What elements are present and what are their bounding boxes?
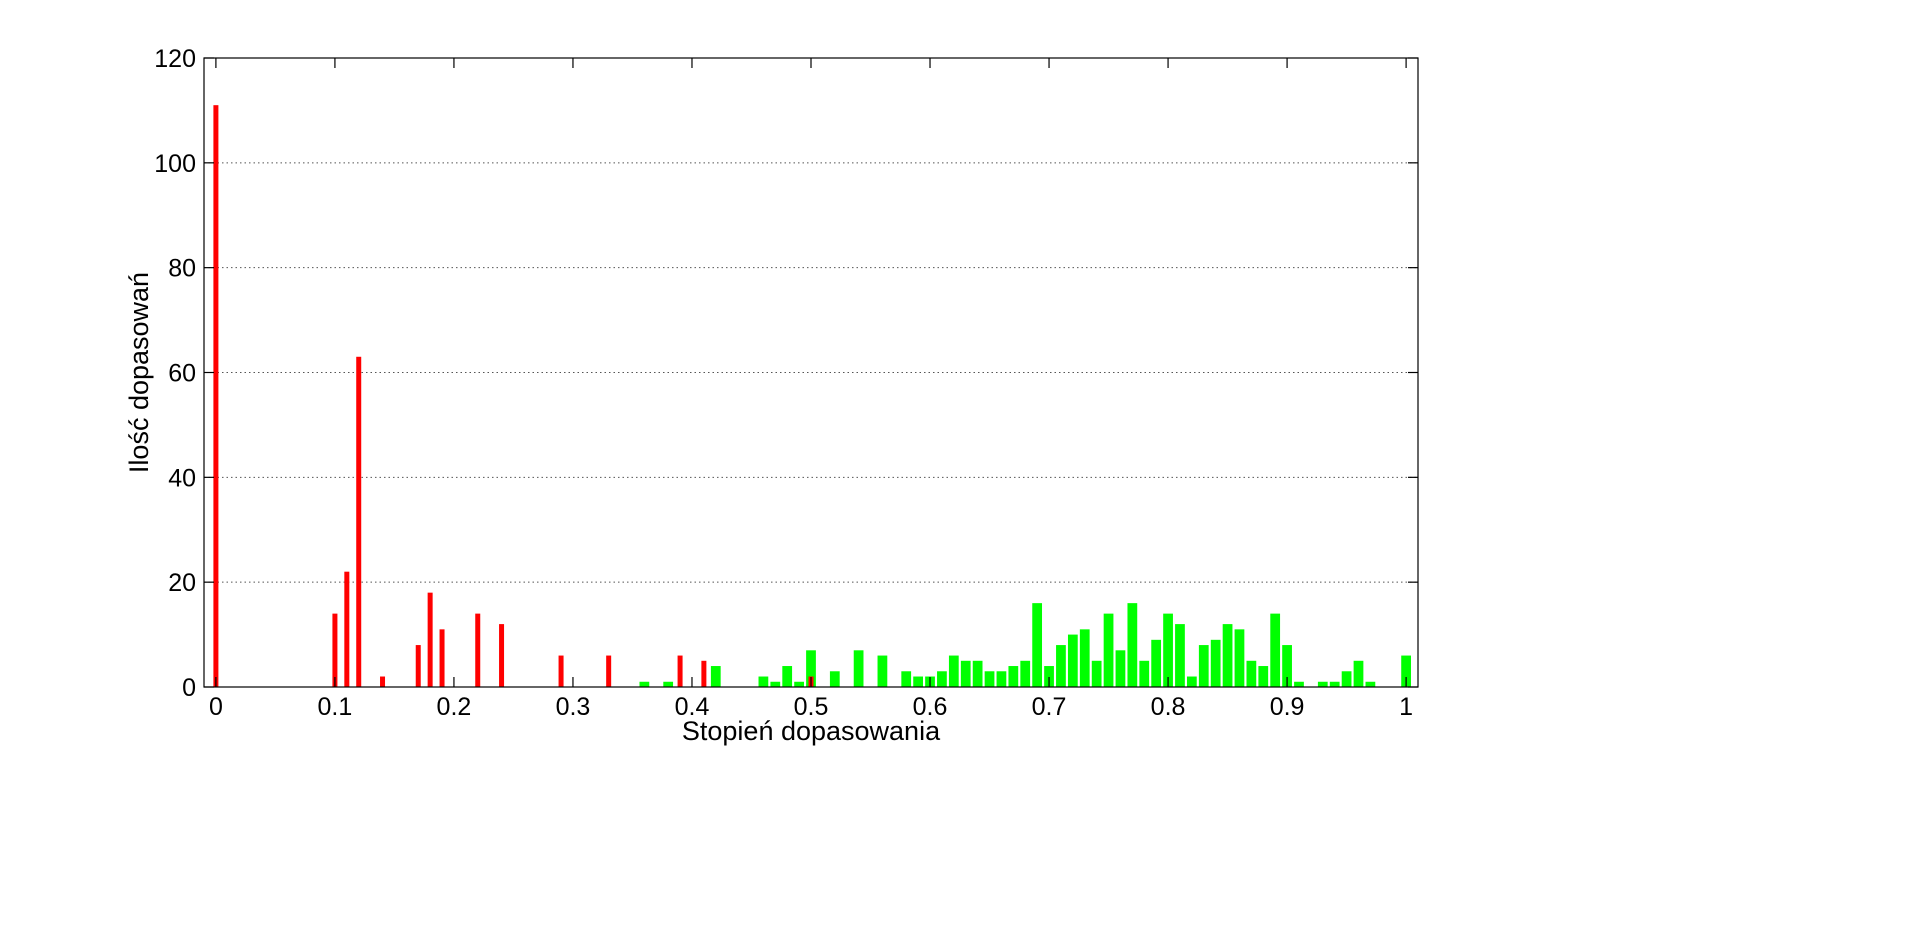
x-tick-label: 0.3 bbox=[556, 693, 591, 721]
green-bar bbox=[1032, 603, 1043, 687]
red-bar bbox=[415, 645, 421, 687]
green-bar bbox=[1317, 681, 1328, 687]
green-bar bbox=[1258, 666, 1269, 687]
green-bar bbox=[1127, 603, 1138, 687]
green-bar bbox=[1151, 639, 1162, 687]
green-bar bbox=[948, 655, 959, 687]
red-bar bbox=[332, 613, 338, 687]
y-tick-label: 120 bbox=[154, 45, 196, 73]
green-bar bbox=[1091, 660, 1102, 687]
green-bar bbox=[1067, 634, 1078, 687]
green-bar bbox=[1175, 624, 1185, 687]
red-bar bbox=[213, 105, 219, 688]
green-bar bbox=[1186, 676, 1197, 687]
x-tick-label: 0.2 bbox=[437, 693, 472, 721]
red-bar bbox=[475, 613, 481, 687]
red-bar bbox=[558, 655, 564, 687]
green-bar bbox=[1401, 655, 1411, 687]
green-bar bbox=[1103, 613, 1114, 687]
y-tick-label: 20 bbox=[168, 569, 196, 597]
green-bar bbox=[1210, 639, 1221, 687]
green-bar bbox=[996, 671, 1007, 687]
green-bar bbox=[1282, 645, 1292, 687]
axis-ticks bbox=[204, 57, 1418, 688]
x-tick-label: 0.8 bbox=[1151, 693, 1186, 721]
green-bar bbox=[829, 671, 840, 687]
green-bar bbox=[1044, 666, 1054, 687]
green-bar bbox=[1270, 613, 1281, 687]
red-bar bbox=[606, 655, 612, 687]
red-bar bbox=[427, 592, 433, 687]
bars bbox=[213, 105, 1411, 688]
x-tick-label: 0.1 bbox=[318, 693, 353, 721]
green-bar bbox=[853, 650, 864, 687]
y-tick-label: 100 bbox=[154, 150, 196, 178]
y-tick-label: 60 bbox=[168, 360, 196, 388]
green-bar bbox=[1234, 629, 1245, 687]
red-bar bbox=[344, 571, 350, 687]
green-bar bbox=[1008, 666, 1019, 687]
x-tick-label: 0.9 bbox=[1270, 693, 1305, 721]
x-tick-label: 0.7 bbox=[1032, 693, 1067, 721]
green-bar bbox=[1365, 681, 1376, 687]
green-bar bbox=[710, 666, 721, 687]
green-bar bbox=[806, 650, 816, 687]
x-tick-label: 0.4 bbox=[675, 693, 710, 721]
y-tick-label: 40 bbox=[168, 464, 196, 492]
x-tick-label: 0.5 bbox=[794, 693, 829, 721]
y-tick-label: 80 bbox=[168, 255, 196, 283]
green-bar bbox=[758, 676, 769, 687]
y-axis-title: Ilość dopasowań bbox=[124, 272, 154, 473]
red-bar bbox=[677, 655, 683, 687]
x-tick-label: 0.6 bbox=[913, 693, 948, 721]
green-bar bbox=[1222, 624, 1233, 687]
tick-labels: 0 20 40 60 80 100 120 0 0.1 0.2 0.3 0.4 0.5 0.6 0.7 0.8… bbox=[154, 45, 1413, 721]
green-bar bbox=[663, 681, 674, 687]
x-axis-title: Stopień dopasowania bbox=[682, 716, 941, 746]
green-bar bbox=[937, 671, 947, 687]
green-bar bbox=[984, 671, 995, 687]
green-bar bbox=[1353, 660, 1364, 687]
green-bar bbox=[1294, 681, 1304, 687]
green-bar bbox=[1139, 660, 1150, 687]
gridlines bbox=[204, 162, 1418, 583]
green-bar bbox=[1341, 671, 1352, 687]
green-bar bbox=[901, 671, 912, 687]
green-bar bbox=[770, 681, 781, 687]
red-bar bbox=[439, 629, 445, 687]
green-bar bbox=[972, 660, 983, 687]
green-bar bbox=[1079, 629, 1090, 687]
green-bar bbox=[639, 681, 650, 687]
red-bar bbox=[356, 356, 362, 687]
green-bar bbox=[960, 660, 971, 687]
green-bar bbox=[1056, 645, 1066, 687]
green-bar bbox=[794, 681, 804, 687]
red-bar bbox=[701, 660, 707, 687]
green-bar bbox=[1163, 613, 1173, 687]
green-bar bbox=[913, 676, 923, 687]
red-bar bbox=[499, 624, 505, 687]
green-bar bbox=[1246, 660, 1257, 687]
green-bar bbox=[877, 655, 888, 687]
y-tick-label: 0 bbox=[182, 674, 196, 702]
x-tick-label: 1 bbox=[1399, 693, 1413, 721]
green-bar bbox=[1020, 660, 1031, 687]
green-bar bbox=[1198, 645, 1209, 687]
green-bar bbox=[1329, 681, 1340, 687]
green-bar bbox=[1115, 650, 1126, 687]
x-tick-label: 0 bbox=[209, 693, 223, 721]
red-bar bbox=[380, 676, 386, 687]
green-bar bbox=[782, 666, 793, 687]
